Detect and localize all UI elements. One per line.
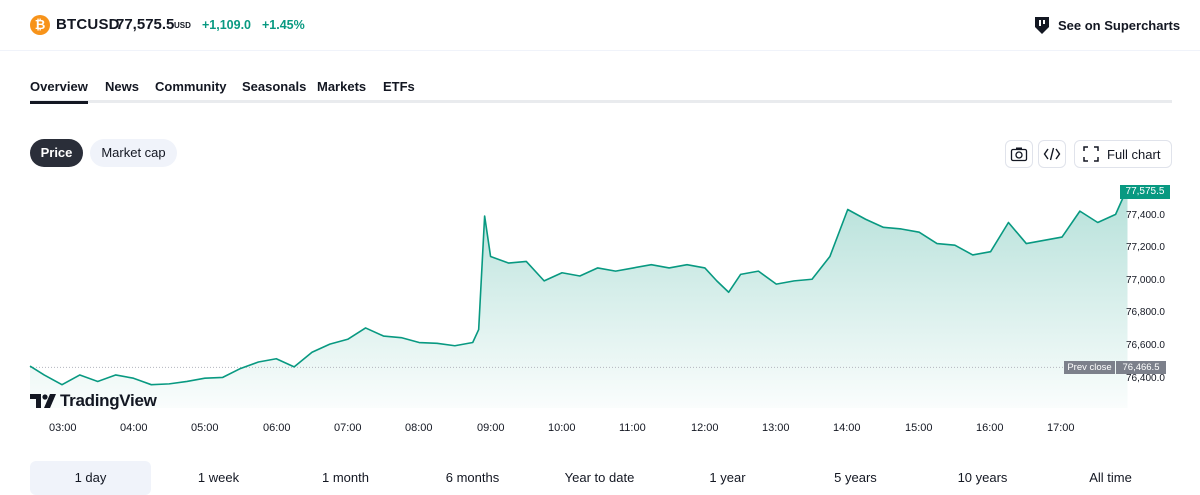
- range-6-months[interactable]: 6 months: [445, 470, 500, 485]
- tab-overview[interactable]: Overview: [30, 79, 88, 104]
- y-tick-label: 77,400.0: [1126, 210, 1165, 221]
- last-price-tag: 77,575.5: [1120, 185, 1170, 199]
- x-tick-label: 07:00: [334, 422, 362, 434]
- x-tick-label: 16:00: [976, 422, 1004, 434]
- x-tick-label: 09:00: [477, 422, 505, 434]
- y-tick-label: 77,200.0: [1126, 242, 1165, 253]
- embed-button[interactable]: [1038, 140, 1066, 168]
- x-tick-label: 03:00: [49, 422, 77, 434]
- camera-icon: [1010, 147, 1028, 162]
- price-change: +1,109.0: [202, 18, 252, 32]
- x-tick-label: 13:00: [762, 422, 790, 434]
- range-1-year[interactable]: 1 year: [709, 470, 746, 485]
- full-chart-button[interactable]: Full chart: [1074, 140, 1172, 168]
- price-change-percent: +1.45%: [262, 18, 305, 32]
- prev-close-label: Prev close: [1064, 361, 1115, 374]
- tradingview-logo-text: TradingView: [60, 391, 157, 410]
- market-cap-toggle-button[interactable]: Market cap: [90, 139, 177, 167]
- x-tick-label: 15:00: [905, 422, 933, 434]
- tradingview-logo-icon: [30, 394, 56, 408]
- current-price: 77,575.5: [116, 16, 175, 33]
- snapshot-button[interactable]: [1005, 140, 1033, 168]
- range-all-time[interactable]: All time: [1089, 470, 1132, 485]
- section-tabs: Overview News Community Seasonals Market…: [30, 70, 1172, 104]
- y-tick-label: 76,800.0: [1126, 307, 1165, 318]
- range-1-month[interactable]: 1 month: [322, 470, 369, 485]
- tab-seasonals[interactable]: Seasonals: [242, 79, 307, 94]
- range-5-years[interactable]: 5 years: [834, 470, 877, 485]
- x-tick-label: 04:00: [120, 422, 148, 434]
- x-tick-label: 12:00: [691, 422, 719, 434]
- tab-etfs[interactable]: ETFs: [383, 79, 415, 94]
- y-tick-label: 77,000.0: [1126, 275, 1165, 286]
- supercharts-icon[interactable]: [1032, 14, 1052, 36]
- tab-community[interactable]: Community: [155, 79, 227, 94]
- y-tick-label: 76,400.0: [1126, 373, 1165, 384]
- x-tick-label: 05:00: [191, 422, 219, 434]
- full-chart-label: Full chart: [1107, 147, 1161, 162]
- see-on-supercharts-link[interactable]: See on Supercharts: [1058, 18, 1181, 33]
- price-toggle-button[interactable]: Price: [30, 139, 83, 167]
- x-tick-label: 06:00: [263, 422, 291, 434]
- x-tick-label: 11:00: [619, 422, 646, 434]
- range-10-years[interactable]: 10 years: [957, 470, 1008, 485]
- prev-close-value: 76,466.5: [1116, 361, 1166, 374]
- x-tick-label: 08:00: [405, 422, 433, 434]
- tab-news[interactable]: News: [105, 79, 139, 94]
- price-line: [29, 187, 1129, 386]
- range-1-week[interactable]: 1 week: [197, 470, 240, 485]
- tab-markets[interactable]: Markets: [317, 79, 367, 94]
- symbol-header: [0, 0, 1200, 51]
- price-area-fill: [30, 187, 1128, 408]
- range-1-day[interactable]: 1 day: [30, 461, 151, 495]
- code-icon: [1043, 147, 1061, 161]
- symbol-name: BTCUSD: [56, 16, 120, 33]
- y-tick-label: 76,600.0: [1126, 340, 1165, 351]
- range-year-to-date[interactable]: Year to date: [564, 470, 635, 485]
- x-tick-label: 14:00: [833, 422, 861, 434]
- currency-code: USD: [174, 21, 191, 30]
- expand-icon: [1083, 146, 1099, 162]
- x-tick-label: 17:00: [1047, 422, 1075, 434]
- bitcoin-icon: ₿: [30, 15, 50, 35]
- x-tick-label: 10:00: [548, 422, 576, 434]
